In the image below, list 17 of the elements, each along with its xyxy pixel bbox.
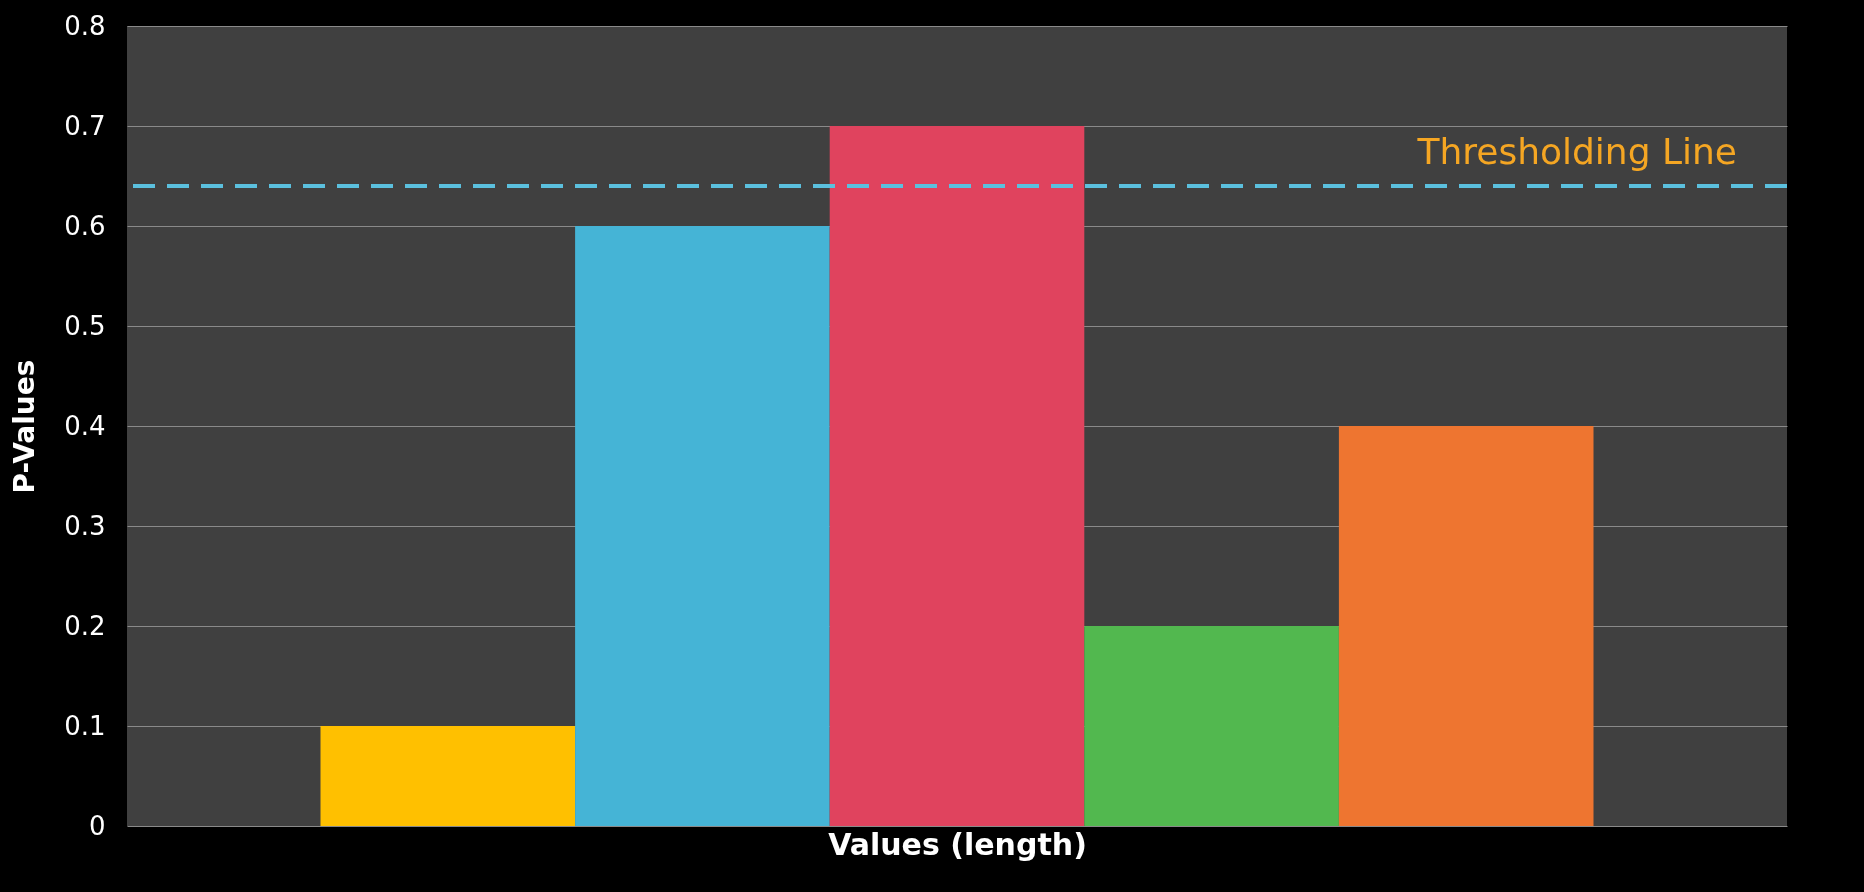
y-tick-label: 0.7 xyxy=(64,110,106,141)
y-tick-label: 0.5 xyxy=(64,310,106,341)
y-tick-label: 0.2 xyxy=(64,610,106,641)
y-tick-label: 0.6 xyxy=(64,210,106,241)
y-tick-label: 0.1 xyxy=(64,710,106,741)
y-tick-label: 0.4 xyxy=(64,410,106,441)
bar xyxy=(829,126,1085,826)
bar xyxy=(1338,426,1594,826)
x-axis-title: Values (length) xyxy=(828,826,1087,862)
y-tick-label: 0.3 xyxy=(64,510,106,541)
bar xyxy=(575,226,830,826)
y-axis-title: P-Values xyxy=(8,359,42,494)
y-tick-label: 0 xyxy=(88,810,106,841)
bar xyxy=(1084,626,1339,826)
y-tick-label: 0.8 xyxy=(64,10,106,41)
bar xyxy=(320,726,576,826)
ref-line-label: Thresholding Line xyxy=(1416,131,1737,172)
